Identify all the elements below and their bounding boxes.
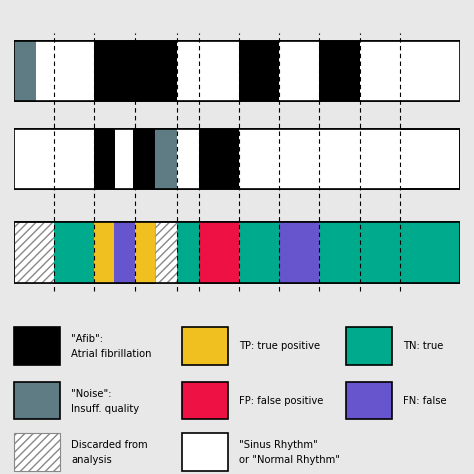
- Text: "Afib":: "Afib":: [71, 334, 103, 344]
- Bar: [14, 129, 94, 190]
- Bar: [133, 129, 155, 190]
- Bar: [182, 327, 228, 365]
- Bar: [155, 222, 177, 283]
- Bar: [239, 222, 279, 283]
- Text: FN: false: FN: false: [403, 396, 447, 406]
- Bar: [14, 41, 36, 101]
- Text: FP: false positive: FP: false positive: [239, 396, 324, 406]
- Bar: [239, 41, 279, 101]
- Bar: [36, 41, 94, 101]
- Bar: [14, 41, 460, 101]
- Bar: [14, 382, 60, 419]
- Bar: [94, 222, 114, 283]
- Bar: [14, 222, 55, 283]
- Bar: [319, 222, 359, 283]
- Bar: [182, 433, 228, 471]
- Bar: [14, 41, 460, 101]
- Text: or "Normal Rhythm": or "Normal Rhythm": [239, 455, 340, 465]
- Bar: [94, 41, 177, 101]
- Bar: [14, 222, 460, 283]
- Bar: [114, 222, 135, 283]
- Text: analysis: analysis: [71, 455, 112, 465]
- Text: Insuff. quality: Insuff. quality: [71, 404, 139, 414]
- Bar: [14, 433, 60, 471]
- Bar: [199, 222, 239, 283]
- Bar: [279, 41, 319, 101]
- Bar: [279, 222, 319, 283]
- Bar: [14, 327, 60, 365]
- Bar: [319, 41, 359, 101]
- Bar: [94, 129, 115, 190]
- Bar: [115, 129, 133, 190]
- Bar: [359, 41, 460, 101]
- Bar: [199, 129, 239, 190]
- Bar: [55, 222, 94, 283]
- Bar: [177, 41, 239, 101]
- Bar: [346, 327, 392, 365]
- Text: "Noise":: "Noise":: [71, 389, 111, 399]
- Bar: [14, 129, 460, 190]
- Bar: [14, 129, 460, 190]
- Bar: [155, 129, 177, 190]
- Bar: [239, 129, 400, 190]
- Text: Atrial fibrillation: Atrial fibrillation: [71, 349, 151, 359]
- Text: TP: true positive: TP: true positive: [239, 341, 320, 351]
- Text: TN: true: TN: true: [403, 341, 444, 351]
- Bar: [182, 382, 228, 419]
- Bar: [135, 222, 155, 283]
- Bar: [177, 222, 199, 283]
- Bar: [14, 222, 460, 283]
- Bar: [346, 382, 392, 419]
- Bar: [359, 222, 460, 283]
- Bar: [177, 129, 199, 190]
- Text: "Sinus Rhythm": "Sinus Rhythm": [239, 440, 318, 450]
- Text: Discarded from: Discarded from: [71, 440, 147, 450]
